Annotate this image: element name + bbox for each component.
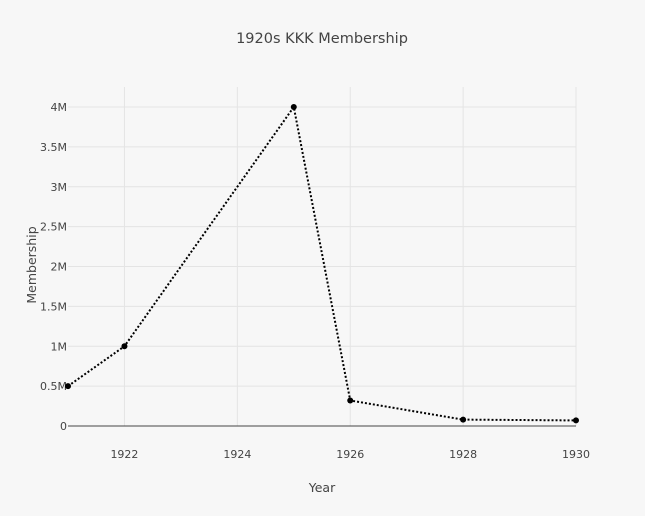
- chart-title: 1920s KKK Membership: [236, 31, 408, 47]
- data-point: [65, 383, 71, 390]
- x-tick-label: 1928: [449, 448, 477, 461]
- x-tick-label: 1926: [336, 448, 364, 461]
- y-axis-ticks: 0 0.5M 1M 1.5M 2M 2.5M 3M 3.5M 4M: [40, 101, 67, 433]
- series-line: [67, 104, 577, 422]
- x-tick-label: 1922: [110, 448, 138, 461]
- x-tick-label: 1930: [562, 448, 590, 461]
- y-tick-label: 1M: [51, 340, 68, 353]
- data-point: [573, 417, 579, 424]
- y-tick-label: 0: [60, 420, 67, 433]
- x-axis-label: Year: [308, 480, 336, 495]
- x-axis-ticks: 1922 1924 1926 1928 1930: [110, 448, 590, 461]
- x-tick-label: 1924: [223, 448, 251, 461]
- y-tick-label: 3.5M: [40, 141, 67, 154]
- data-point: [290, 104, 297, 110]
- data-point: [121, 343, 128, 350]
- data-point: [460, 416, 467, 423]
- y-axis-label: Membership: [24, 226, 39, 303]
- y-tick-label: 3M: [51, 181, 68, 194]
- y-tick-label: 2.5M: [40, 221, 67, 234]
- gridlines: [68, 87, 577, 426]
- y-tick-label: 2M: [51, 261, 68, 274]
- series-group: [65, 104, 579, 424]
- y-tick-label: 1.5M: [40, 300, 67, 313]
- data-point: [347, 397, 354, 404]
- y-tick-label: 4M: [51, 101, 68, 114]
- y-tick-label: 0.5M: [40, 380, 67, 393]
